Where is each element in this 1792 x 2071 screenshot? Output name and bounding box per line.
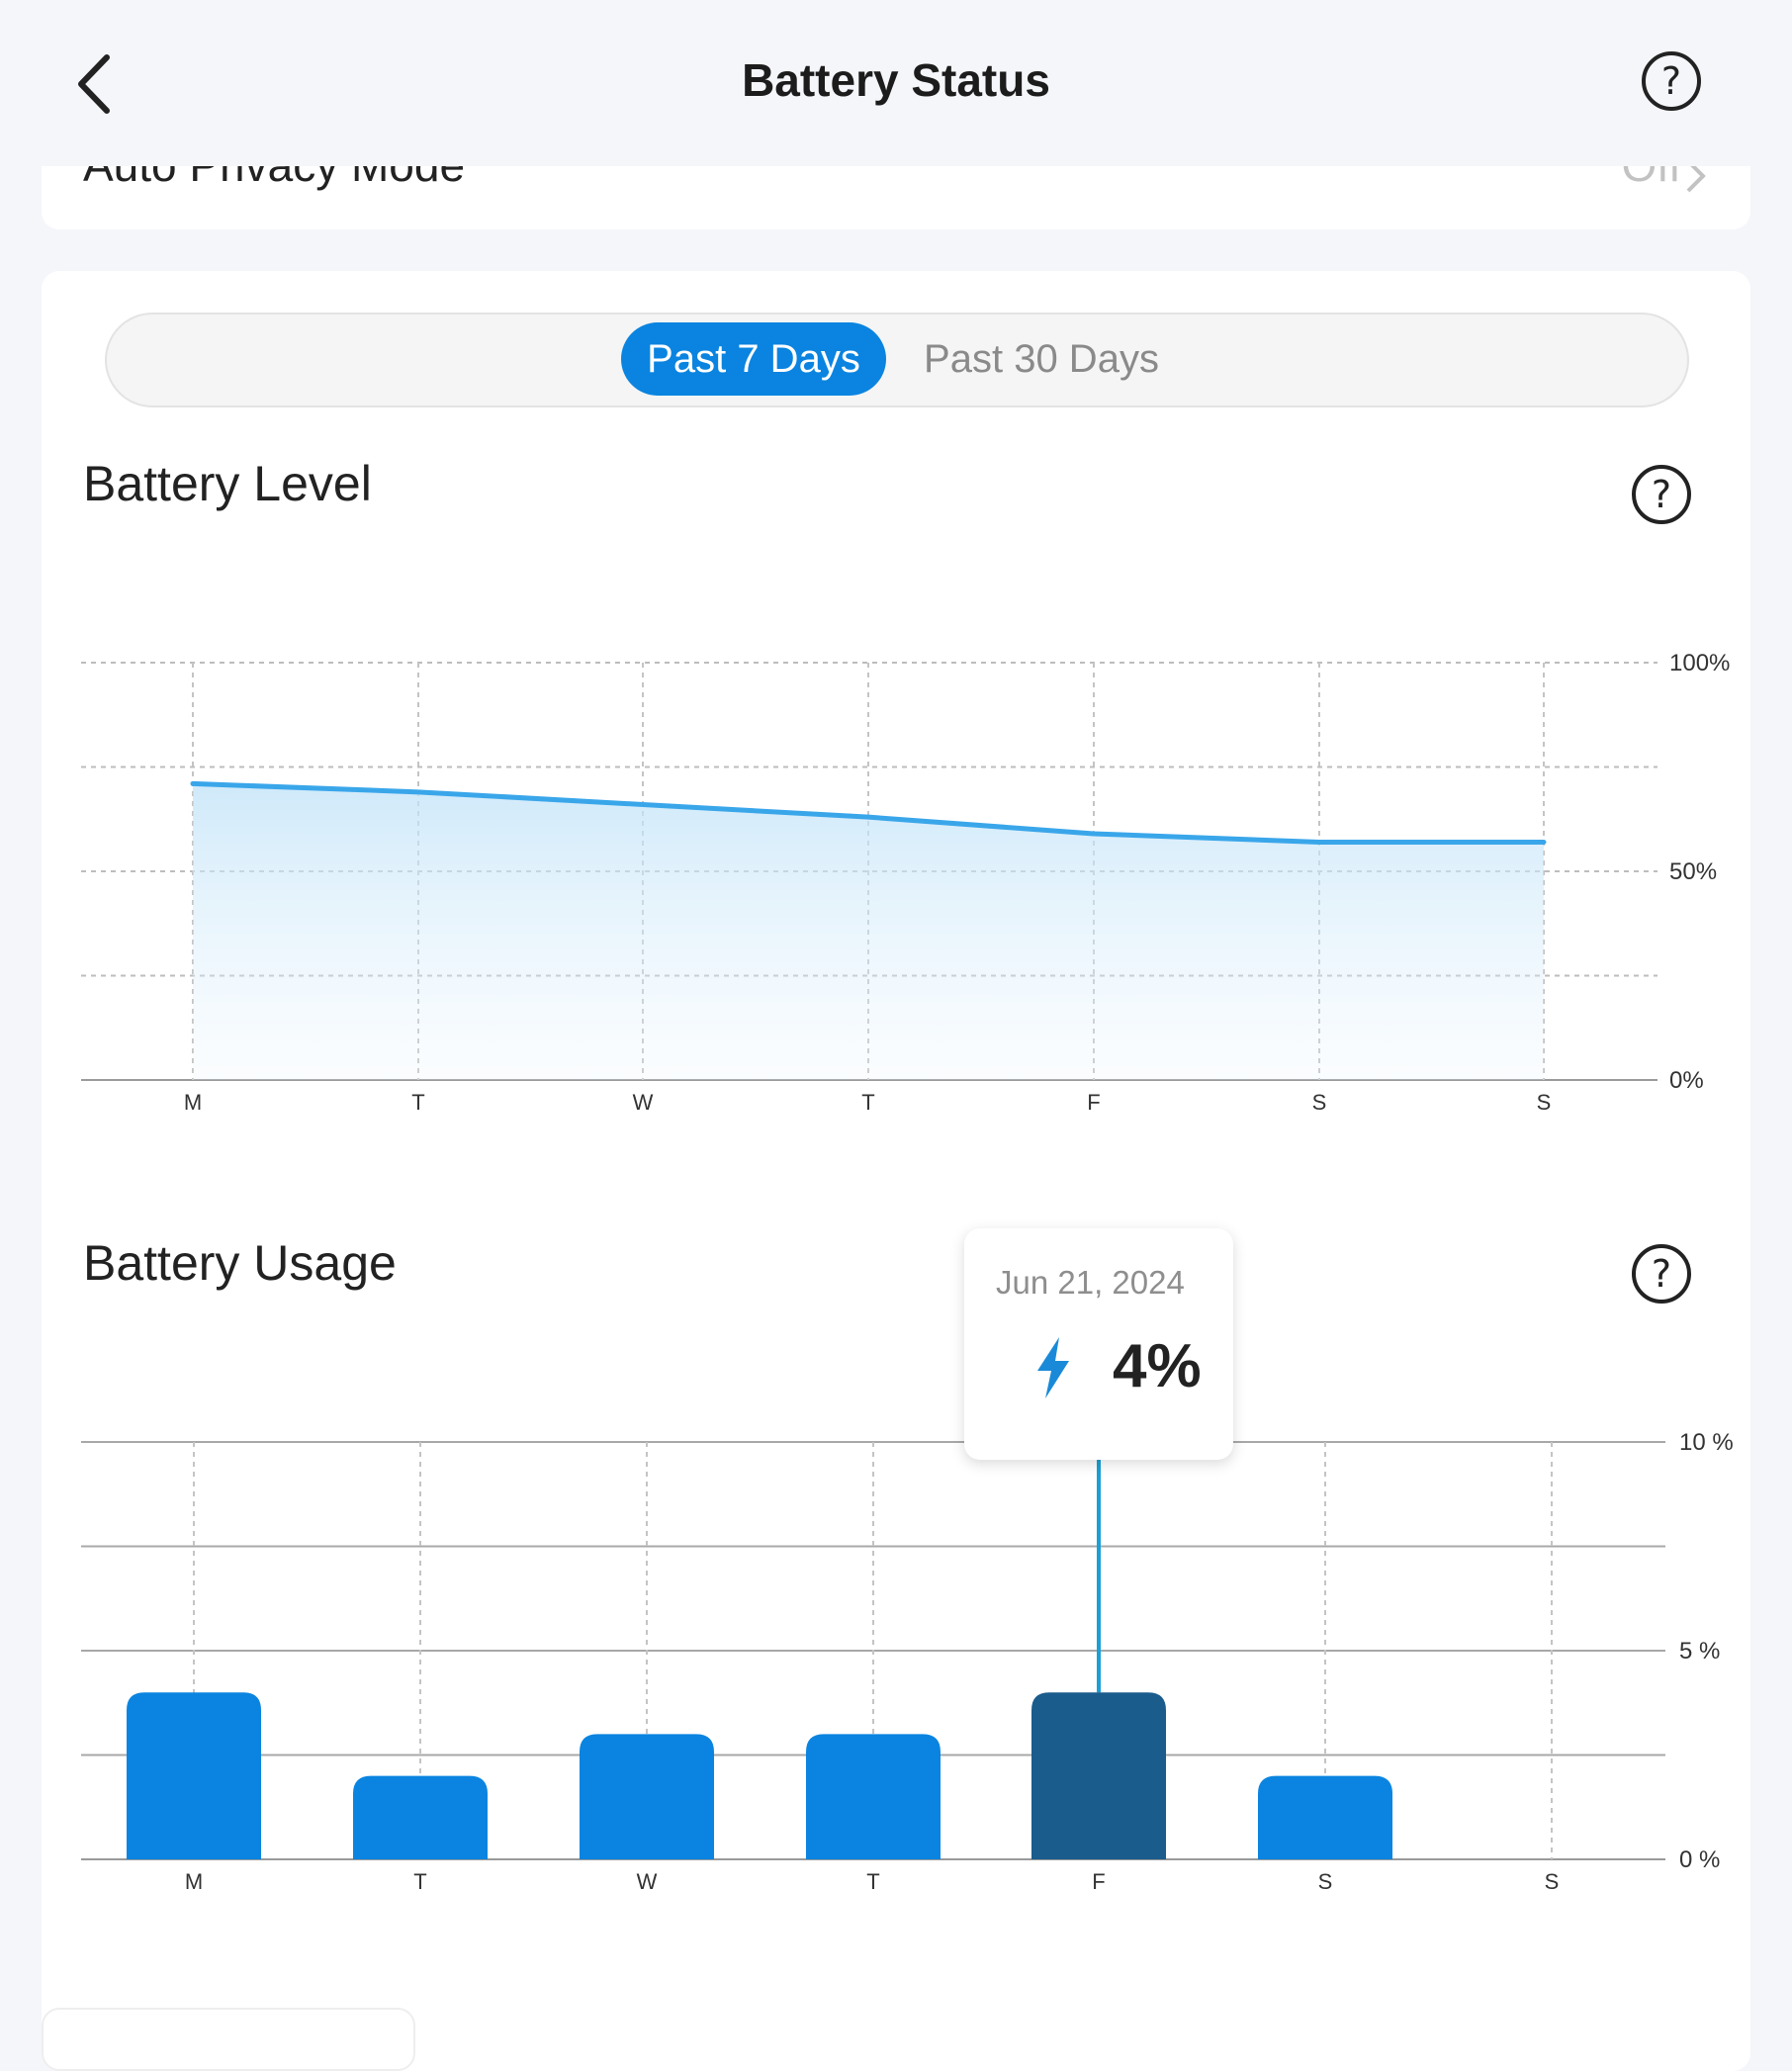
usage-x-tick-label: T: [866, 1869, 879, 1894]
usage-bar: [127, 1692, 261, 1859]
level-y-tick-label: 100%: [1669, 650, 1730, 676]
chevron-left-icon[interactable]: [69, 49, 129, 119]
level-x-tick-label: F: [1087, 1090, 1100, 1115]
range-toggle: [105, 313, 1689, 407]
next-section-tab[interactable]: [42, 2008, 415, 2071]
level-x-tick-label: S: [1312, 1090, 1327, 1115]
chevron-right-icon: [1686, 159, 1706, 193]
usage-bar: [1258, 1775, 1392, 1859]
usage-x-tick-label: F: [1092, 1869, 1105, 1894]
usage-bar: [806, 1734, 941, 1859]
level-x-tick-label: T: [411, 1090, 424, 1115]
svg-text:?: ?: [1652, 1252, 1671, 1296]
usage-y-tick-label: 10 %: [1679, 1429, 1734, 1456]
usage-bar: [1031, 1692, 1166, 1859]
usage-x-tick-label: M: [185, 1869, 203, 1894]
question-circle-icon[interactable]: ?: [1640, 49, 1703, 113]
level-x-tick-label: M: [184, 1090, 202, 1115]
tooltip-value: 4%: [1113, 1332, 1202, 1400]
usage-bar: [580, 1734, 714, 1859]
usage-x-tick-label: S: [1318, 1869, 1333, 1894]
tab-past-30-days[interactable]: Past 30 Days: [924, 336, 1159, 381]
tooltip-date: Jun 21, 2024: [996, 1264, 1185, 1301]
level-y-tick-label: 0%: [1669, 1067, 1704, 1094]
tab-past-7-days[interactable]: Past 7 Days: [621, 322, 886, 396]
usage-tooltip: Jun 21, 2024 4%: [964, 1228, 1233, 1460]
app-header: Battery Status ?: [0, 0, 1792, 166]
level-x-tick-label: T: [861, 1090, 874, 1115]
usage-y-tick-label: 5 %: [1679, 1638, 1720, 1665]
battery-usage-title: Battery Usage: [83, 1235, 397, 1291]
page-title: Battery Status: [742, 54, 1050, 106]
svg-text:?: ?: [1661, 59, 1681, 103]
battery-usage-chart: M T W T F S S 10 % 5 % 0 %: [81, 1429, 1734, 1894]
level-y-tick-label: 50%: [1669, 858, 1717, 885]
usage-x-tick-label: W: [637, 1869, 658, 1894]
question-circle-icon[interactable]: ?: [1630, 1242, 1693, 1306]
level-x-tick-label: S: [1537, 1090, 1552, 1115]
svg-text:?: ?: [1652, 473, 1671, 516]
usage-x-tick-label: S: [1545, 1869, 1560, 1894]
level-x-tick-label: W: [633, 1090, 654, 1115]
question-circle-icon[interactable]: ?: [1630, 463, 1693, 526]
usage-x-tick-label: T: [413, 1869, 426, 1894]
usage-bar: [353, 1775, 488, 1859]
battery-level-title: Battery Level: [83, 456, 372, 511]
level-line: [190, 780, 1547, 845]
level-area: [193, 783, 1544, 1080]
battery-level-chart: M T W T F S S 100% 50% 0%: [81, 650, 1730, 1115]
usage-y-tick-label: 0 %: [1679, 1846, 1720, 1873]
lightning-bolt-icon: [1037, 1337, 1069, 1398]
